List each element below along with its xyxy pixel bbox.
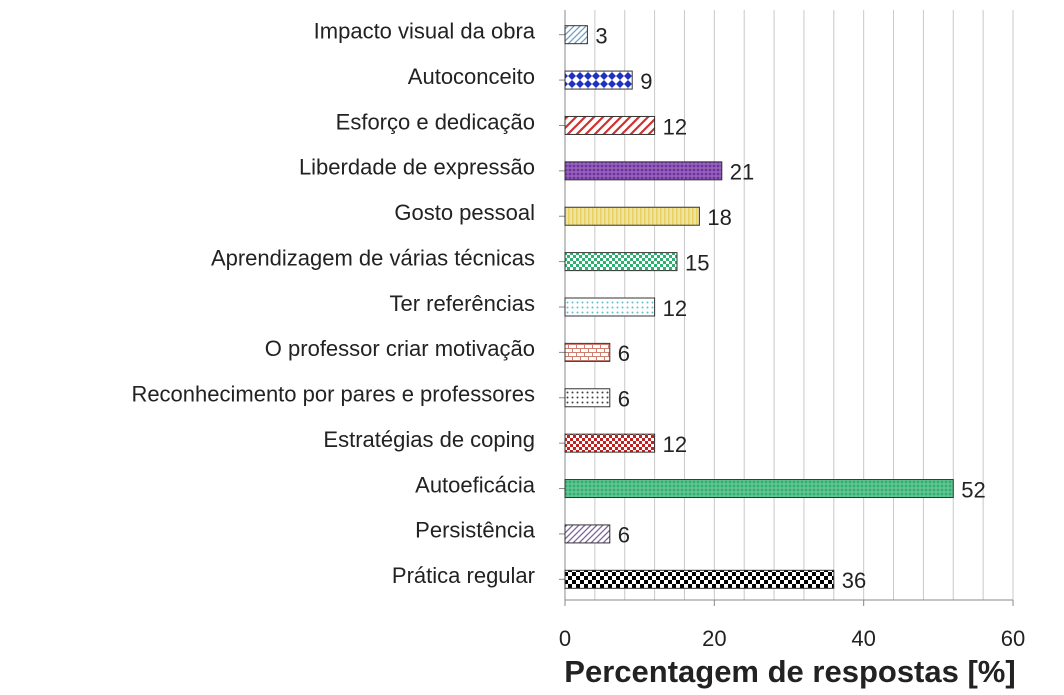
y-tick-label: Autoeficácia xyxy=(415,472,536,497)
y-tick-label: Aprendizagem de várias técnicas xyxy=(211,245,535,270)
y-tick-label: Reconhecimento por pares e professores xyxy=(131,382,535,407)
y-tick-label: Ter referências xyxy=(389,291,535,316)
bar xyxy=(564,479,954,499)
bar xyxy=(564,297,656,317)
value-label: 3 xyxy=(595,24,607,49)
bar xyxy=(564,70,633,90)
value-label: 6 xyxy=(618,387,630,412)
value-label: 6 xyxy=(618,341,630,366)
value-label: 36 xyxy=(842,568,866,593)
y-tick-label: Prática regular xyxy=(392,563,535,588)
bar xyxy=(564,569,835,589)
bar xyxy=(564,25,588,45)
y-tick-label: Autoconceito xyxy=(408,64,535,89)
bar xyxy=(564,206,700,226)
bar xyxy=(564,388,611,408)
bar xyxy=(564,342,611,362)
y-tick-label: O professor criar motivação xyxy=(265,336,535,361)
bar xyxy=(564,161,723,181)
bar xyxy=(564,252,678,272)
value-label: 12 xyxy=(663,296,687,321)
bar xyxy=(564,524,611,544)
value-label: 18 xyxy=(707,205,731,230)
bar xyxy=(564,433,656,453)
y-tick-label: Impacto visual da obra xyxy=(314,19,536,44)
value-label: 6 xyxy=(618,523,630,548)
y-tick-label: Gosto pessoal xyxy=(394,200,535,225)
value-label: 21 xyxy=(730,160,754,185)
value-label: 12 xyxy=(663,432,687,457)
x-tick-label: 60 xyxy=(1001,626,1025,651)
value-label: 15 xyxy=(685,250,709,275)
x-tick-label: 0 xyxy=(559,626,571,651)
y-tick-label: Estratégias de coping xyxy=(323,427,535,452)
value-label: 9 xyxy=(640,69,652,94)
x-tick-label: 20 xyxy=(702,626,726,651)
value-label: 52 xyxy=(961,477,985,502)
y-tick-label: Esforço e dedicação xyxy=(336,109,535,134)
bar xyxy=(564,115,656,135)
y-tick-label: Persistência xyxy=(415,518,536,543)
y-tick-label: Liberdade de expressão xyxy=(299,155,535,180)
x-axis-label: Percentagem de respostas [%] xyxy=(564,654,1015,689)
x-tick-label: 40 xyxy=(851,626,875,651)
value-label: 12 xyxy=(663,114,687,139)
